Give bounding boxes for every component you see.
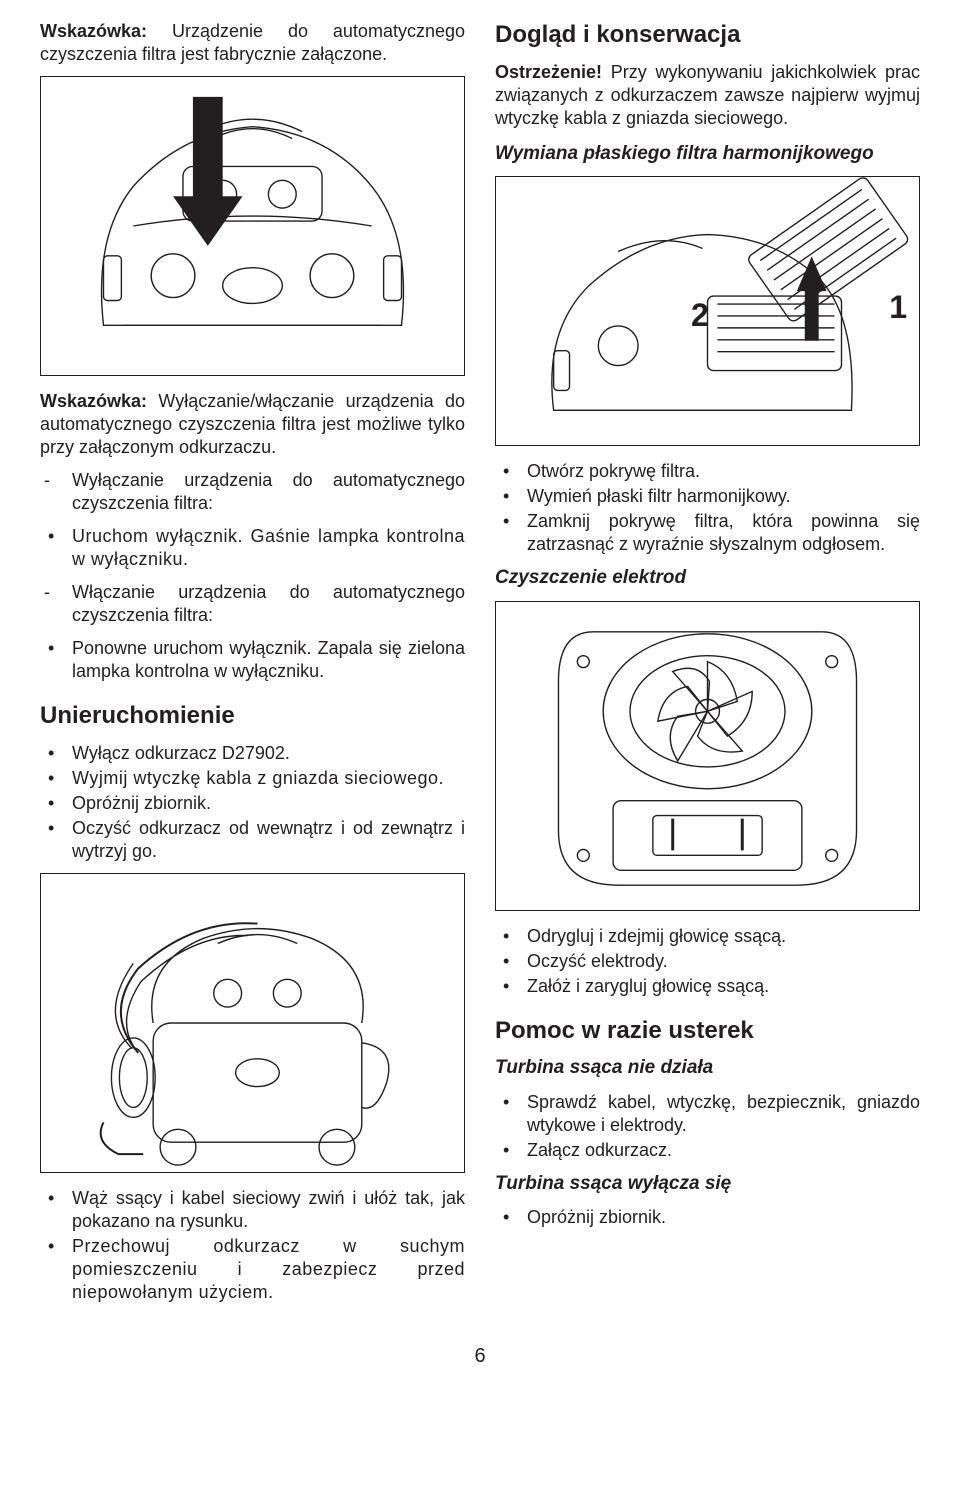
stop-list: Wyłącz odkurzacz D27902. Wyjmij wtyczkę …: [40, 742, 465, 863]
store-list: Wąż ssący i kabel sieciowy zwiń i ułóż t…: [40, 1187, 465, 1304]
filter-steps: Otwórz pokrywę filtra. Wymień płaski fil…: [495, 460, 920, 556]
electrode-steps: Odrygluj i zdejmij głowicę ssącą. Oczyść…: [495, 925, 920, 998]
figure-vacuum-hose: [40, 873, 465, 1173]
sub-turbine-nowork: Turbina ssąca nie działa: [495, 1056, 920, 1080]
callout-1: 1: [889, 287, 907, 328]
list-item: Wąż ssący i kabel sieciowy zwiń i ułóż t…: [40, 1187, 465, 1233]
list-item: Załóż i zarygluj głowicę ssącą.: [495, 975, 920, 998]
list-item: Ponowne uruchom wyłącznik. Zapala się zi…: [40, 637, 465, 683]
warning: Ostrzeżenie! Przy wykonywaniu jakichkolw…: [495, 61, 920, 130]
sub-electrodes: Czyszczenie elektrod: [495, 566, 920, 590]
tip-2-label: Wskazówka:: [40, 391, 147, 411]
sub-turbine-off: Turbina ssąca wyłącza się: [495, 1172, 920, 1196]
figure-vacuum-top-arrow: [40, 76, 465, 376]
tip-2: Wskazówka: Wyłączanie/włączanie urządzen…: [40, 390, 465, 459]
section-stop: Unieruchomienie: [40, 701, 465, 732]
list-item: Sprawdź kabel, wtyczkę, bezpiecznik, gni…: [495, 1091, 920, 1137]
list-item: Opróżnij zbiornik.: [40, 792, 465, 815]
figure-filter-open: 1 2: [495, 176, 920, 446]
list-item: Otwórz pokrywę filtra.: [495, 460, 920, 483]
filter-on-bul: Ponowne uruchom wyłącznik. Zapala się zi…: [40, 637, 465, 683]
t2-list: Opróżnij zbiornik.: [495, 1206, 920, 1229]
list-item: Odrygluj i zdejmij głowicę ssącą.: [495, 925, 920, 948]
sub-filter-replace: Wymiana płaskiego filtra harmonijkowego: [495, 142, 920, 166]
filter-off-dash: Wyłączanie urządzenia do automatycznego …: [40, 469, 465, 515]
list-item: Wyjmij wtyczkę kabla z gniazda siecioweg…: [40, 767, 465, 790]
tip-1: Wskazówka: Urządzenie do automatycznego …: [40, 20, 465, 66]
list-item: Włączanie urządzenia do automatycznego c…: [40, 581, 465, 627]
list-item: Wyłączanie urządzenia do automatycznego …: [40, 469, 465, 515]
list-item: Zamknij pokrywę filtra, która powinna si…: [495, 510, 920, 556]
list-item: Załącz odkurzacz.: [495, 1139, 920, 1162]
callout-2: 2: [691, 295, 709, 336]
section-troubleshoot: Pomoc w razie usterek: [495, 1016, 920, 1047]
section-maintenance: Dogląd i konserwacja: [495, 20, 920, 51]
list-item: Wymień płaski filtr harmonijkowy.: [495, 485, 920, 508]
left-column: Wskazówka: Urządzenie do automatycznego …: [40, 20, 465, 1314]
t1-list: Sprawdź kabel, wtyczkę, bezpiecznik, gni…: [495, 1091, 920, 1162]
filter-on-dash: Włączanie urządzenia do automatycznego c…: [40, 581, 465, 627]
filter-off-bul: Uruchom wyłącznik. Gaśnie lampka kontrol…: [40, 525, 465, 571]
list-item: Oczyść odkurzacz od wewnątrz i od zewnąt…: [40, 817, 465, 863]
list-item: Opróżnij zbiornik.: [495, 1206, 920, 1229]
right-column: Dogląd i konserwacja Ostrzeżenie! Przy w…: [495, 20, 920, 1314]
list-item: Przechowuj odkurzacz w suchym pomieszcze…: [40, 1235, 465, 1304]
list-item: Oczyść elektrody.: [495, 950, 920, 973]
warning-label: Ostrzeżenie!: [495, 62, 602, 82]
figure-electrodes: [495, 601, 920, 911]
page-number: 6: [40, 1344, 920, 1370]
tip-1-label: Wskazówka:: [40, 21, 147, 41]
list-item: Wyłącz odkurzacz D27902.: [40, 742, 465, 765]
list-item: Uruchom wyłącznik. Gaśnie lampka kontrol…: [40, 525, 465, 571]
